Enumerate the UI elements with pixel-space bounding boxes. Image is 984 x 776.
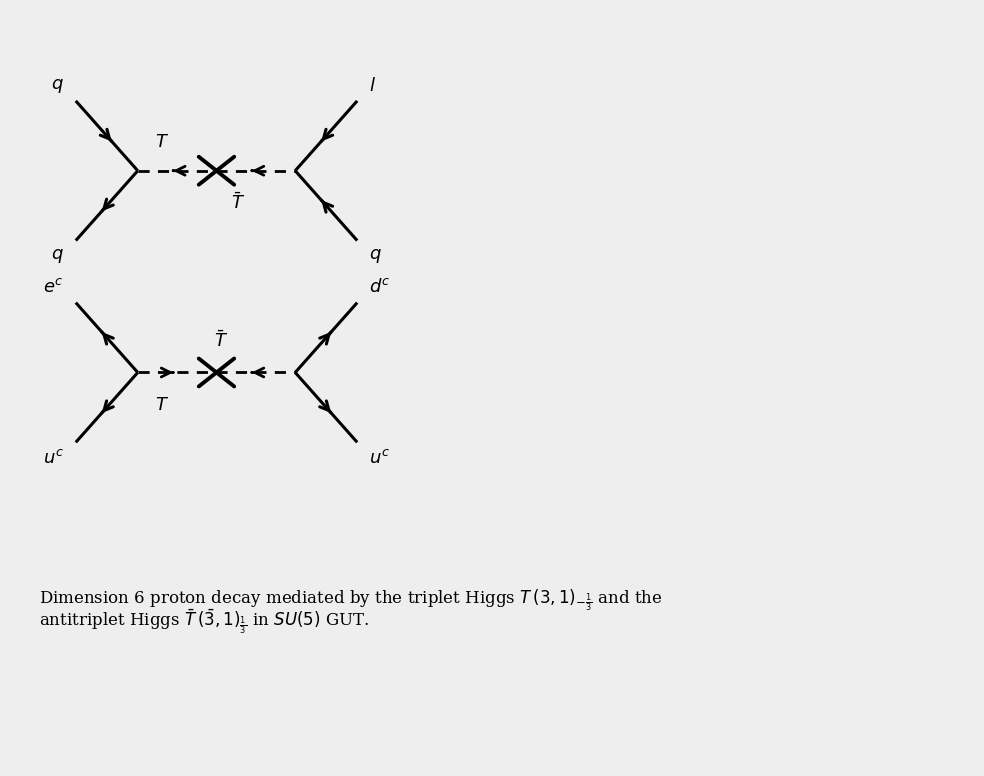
- Text: $e^c$: $e^c$: [43, 279, 64, 296]
- Text: $d^c$: $d^c$: [369, 279, 391, 296]
- Text: $\bar{T}$: $\bar{T}$: [231, 192, 245, 213]
- Text: $l$: $l$: [369, 77, 376, 95]
- Text: $u^c$: $u^c$: [43, 449, 64, 466]
- Text: $q$: $q$: [369, 247, 382, 265]
- Text: $\bar{T}$: $\bar{T}$: [215, 330, 228, 351]
- Text: $q$: $q$: [51, 247, 64, 265]
- Text: $u^c$: $u^c$: [369, 449, 390, 466]
- Text: $T$: $T$: [155, 396, 169, 414]
- Text: antitriplet Higgs $\bar{T}\,(\bar{3},1)_{\frac{1}{3}}$ in $SU(5)$ GUT.: antitriplet Higgs $\bar{T}\,(\bar{3},1)_…: [39, 608, 370, 636]
- Text: $q$: $q$: [51, 77, 64, 95]
- Text: $T$: $T$: [155, 133, 169, 151]
- Text: Dimension 6 proton decay mediated by the triplet Higgs $T\,(3,1)_{-\frac{1}{3}}$: Dimension 6 proton decay mediated by the…: [39, 587, 663, 613]
